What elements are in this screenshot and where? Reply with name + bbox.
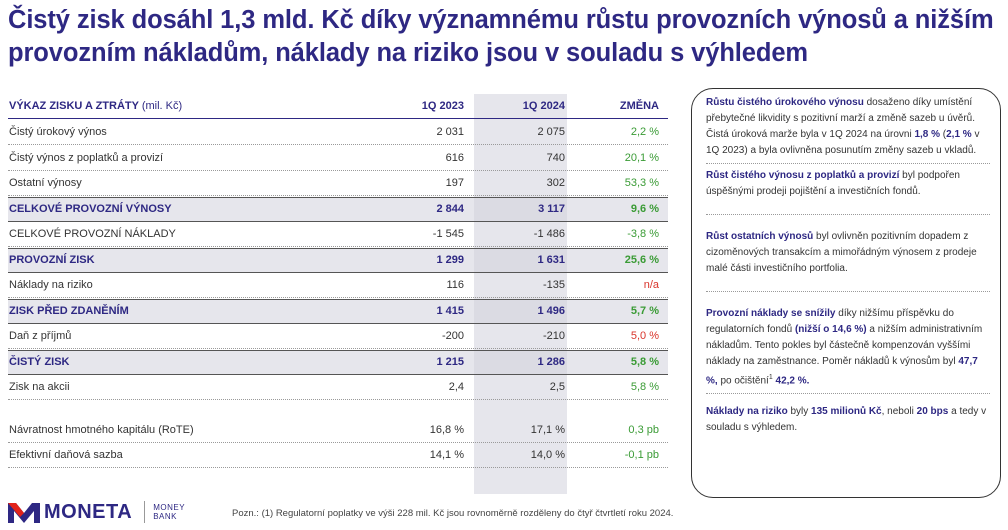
value-1q2024: 3 117	[538, 203, 565, 215]
value-1q2023: 2,4	[448, 381, 464, 393]
row-label: Daň z příjmů	[9, 330, 72, 342]
table-row: Čistý úrokový výnos 2 031 2 075 2,2 %	[8, 120, 668, 145]
row-label: CELKOVÉ PROVOZNÍ VÝNOSY	[9, 203, 172, 215]
table-row: Návratnost hmotného kapitálu (RoTE) 16,8 …	[8, 418, 668, 443]
value-change: 5,8 %	[630, 381, 659, 393]
value-1q2023: 116	[446, 279, 464, 291]
footnote: Pozn.: (1) Regulatorní poplatky ve výši …	[232, 508, 674, 519]
table-header: VÝKAZ ZISKU A ZTRÁTY (mil. Kč) 1Q 2023 1…	[8, 94, 668, 119]
col-header-1q2024: 1Q 2024	[522, 100, 565, 112]
value-change: 2,2 %	[630, 126, 659, 138]
moneta-logo: MONETA MONEY BANK	[8, 498, 185, 526]
value-1q2023: 2 031	[436, 126, 464, 138]
value-change: 5,8 %	[630, 356, 659, 368]
highlight-column-1q2024	[474, 94, 567, 494]
value-1q2023: 616	[445, 151, 464, 164]
row-label: ČISTÝ ZISK	[9, 356, 70, 368]
value-change: 9,6 %	[630, 203, 659, 215]
value-change: 5,7 %	[630, 305, 659, 317]
row-label: CELKOVÉ PROVOZNÍ NÁKLADY	[9, 228, 176, 240]
value-1q2024: 2,5	[549, 381, 565, 393]
value-1q2023: 1 299	[436, 254, 464, 266]
commentary-cost-of-risk: Náklady na riziko byly 135 milionů Kč, n…	[706, 406, 987, 434]
logo-separator	[144, 501, 146, 523]
value-1q2024: 1 631	[537, 254, 565, 266]
commentary-net-interest: Růstu čistého úrokového výnosu dosaženo …	[706, 95, 990, 164]
col-header-1q2023: 1Q 2023	[421, 100, 464, 112]
value-1q2024: 14,0 %	[530, 449, 565, 461]
value-1q2024: 740	[546, 151, 565, 164]
col-header-change: ZMĚNA	[619, 100, 659, 112]
row-label: ZISK PŘED ZDANĚNÍM	[9, 305, 129, 317]
row-label: PROVOZNÍ ZISK	[9, 254, 95, 266]
commentary-operating-costs: Provozní náklady se snížily díky nižšímu…	[706, 296, 990, 395]
value-change: n/a	[643, 279, 659, 291]
logo-subtitle: MONEY BANK	[153, 503, 186, 521]
commentary-fees: Růst čistého výnosu z poplatků a provizí…	[706, 168, 990, 215]
value-1q2024: 2 075	[537, 126, 565, 138]
value-1q2024: 1 286	[537, 356, 565, 368]
value-1q2023: 197	[445, 177, 464, 189]
value-change: 0,3 pb	[628, 423, 659, 436]
commentary-other-income: Růst ostatních výnosů byl ovlivněn pozit…	[706, 219, 990, 292]
table-row: CELKOVÉ PROVOZNÍ VÝNOSY 2 844 3 117 9,6 %	[8, 196, 668, 222]
value-1q2024: -210	[542, 330, 565, 342]
value-1q2024: 302	[546, 177, 565, 189]
row-label: Efektivní daňová sazba	[9, 449, 123, 461]
value-1q2023: -1 545	[432, 228, 464, 240]
table-row: ČISTÝ ZISK 1 215 1 286 5,8 %	[8, 349, 668, 375]
row-label: Čistý výnos z poplatků a provizí	[9, 151, 164, 164]
table-row: Efektivní daňová sazba 14,1 % 14,0 % -0,1 p…	[8, 443, 668, 468]
moneta-logo-icon	[8, 503, 40, 523]
value-1q2023: -200	[441, 330, 464, 342]
row-label: Zisk na akcii	[9, 381, 70, 393]
value-1q2023: 14,1 %	[429, 449, 464, 461]
value-1q2024: 17,1 %	[530, 423, 565, 436]
table-unit: (mil. Kč)	[141, 100, 183, 112]
value-change: 20,1 %	[624, 151, 659, 164]
value-1q2024: 1 496	[537, 305, 565, 317]
value-1q2024: -135	[542, 279, 565, 291]
value-1q2023: 1 215	[436, 356, 464, 368]
value-1q2023: 16,8 %	[429, 423, 464, 436]
table-row: Daň z příjmů -200 -210 5,0 %	[8, 324, 668, 349]
value-change: 53,3 %	[624, 177, 659, 189]
table-row: PROVOZNÍ ZISK 1 299 1 631 25,6 %	[8, 247, 668, 273]
value-change: -3,8 %	[627, 228, 659, 240]
table-row: Čistý výnos z poplatků a provizí 616 740 20…	[8, 146, 668, 171]
value-change: -0,1 pb	[624, 449, 659, 461]
logo-text: MONETA	[44, 500, 133, 523]
row-label: Náklady na riziko	[9, 279, 93, 291]
row-label: Návratnost hmotného kapitálu (RoTE)	[9, 423, 194, 436]
value-1q2023: 1 415	[436, 305, 464, 317]
table-row: Zisk na akcii 2,4 2,5 5,8 %	[8, 375, 668, 400]
row-label: Čistý úrokový výnos	[9, 126, 107, 138]
table-row: ZISK PŘED ZDANĚNÍM 1 415 1 496 5,7 %	[8, 298, 668, 324]
commentary-panel: Růstu čistého úrokového výnosu dosaženo …	[691, 88, 1001, 498]
page-title: Čistý zisk dosáhl 1,3 mld. Kč díky význa…	[8, 6, 994, 67]
value-change: 5,0 %	[630, 330, 659, 342]
table-row: CELKOVÉ PROVOZNÍ NÁKLADY -1 545 -1 486 -3,8…	[8, 222, 668, 247]
value-1q2023: 2 844	[436, 203, 464, 215]
table-row: Náklady na riziko 116 -135 n/a	[8, 273, 668, 298]
row-label: Ostatní výnosy	[9, 177, 82, 189]
value-1q2024: -1 486	[533, 228, 565, 240]
table-title: VÝKAZ ZISKU A ZTRÁTY	[9, 100, 139, 112]
value-change: 25,6 %	[624, 254, 659, 266]
table-row: Ostatní výnosy 197 302 53,3 %	[8, 171, 668, 196]
